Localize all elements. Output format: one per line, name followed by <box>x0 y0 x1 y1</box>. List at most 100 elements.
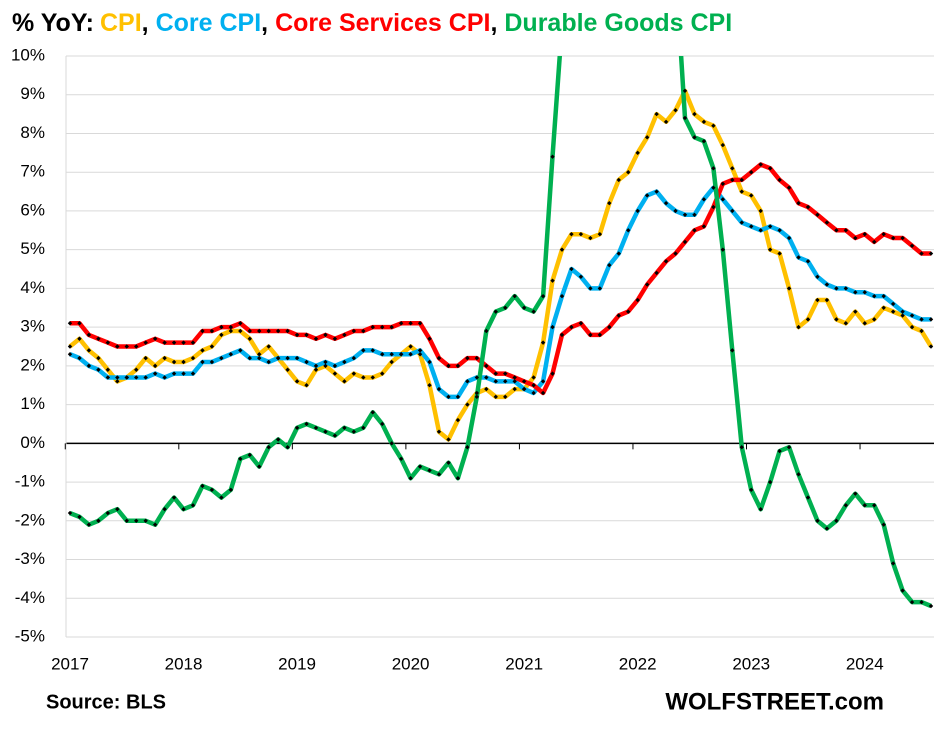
point-marker <box>417 464 423 469</box>
point-marker <box>190 355 196 361</box>
point-marker <box>389 441 394 446</box>
point-marker <box>152 363 158 369</box>
point-marker <box>361 375 366 380</box>
point-marker <box>96 355 101 361</box>
point-marker <box>455 475 461 481</box>
point-marker <box>730 177 735 183</box>
point-marker <box>446 363 451 369</box>
point-marker <box>749 487 754 493</box>
point-marker <box>550 324 555 330</box>
point-marker <box>720 181 726 187</box>
point-marker <box>313 367 319 372</box>
point-marker <box>559 247 565 252</box>
point-marker <box>730 208 735 214</box>
point-marker <box>370 375 375 380</box>
point-marker <box>758 162 763 167</box>
point-marker <box>644 193 650 198</box>
point-marker <box>115 379 120 384</box>
series-line <box>70 162 931 396</box>
point-marker <box>540 340 546 345</box>
point-marker <box>304 332 309 338</box>
point-marker <box>427 336 432 341</box>
legend-separator: , <box>490 9 497 37</box>
point-marker <box>890 301 896 307</box>
point-marker <box>777 448 782 454</box>
point-marker <box>162 375 167 380</box>
point-marker <box>380 352 385 357</box>
point-marker <box>503 394 508 400</box>
point-marker <box>361 348 366 353</box>
point-marker <box>512 386 517 392</box>
point-marker <box>890 235 896 241</box>
point-marker <box>682 239 688 245</box>
point-marker <box>361 328 366 334</box>
x-tick-label: 2022 <box>619 654 657 673</box>
point-marker <box>786 235 792 241</box>
point-marker <box>635 150 640 156</box>
point-marker <box>815 297 820 303</box>
point-marker <box>342 359 347 365</box>
point-marker <box>739 445 744 450</box>
point-marker <box>247 336 252 341</box>
point-marker <box>711 204 716 210</box>
point-marker <box>758 506 763 512</box>
point-marker <box>200 348 205 353</box>
point-marker <box>531 375 536 380</box>
grid <box>64 55 934 638</box>
y-tick-label: 8% <box>20 123 45 142</box>
point-marker <box>115 344 120 349</box>
point-marker <box>862 321 867 326</box>
point-marker <box>162 355 167 361</box>
point-marker <box>219 332 224 338</box>
point-marker <box>597 286 603 291</box>
point-marker <box>540 390 546 396</box>
point-marker <box>484 328 489 334</box>
point-marker <box>909 599 915 605</box>
point-marker <box>531 390 536 396</box>
legend-entry: Durable Goods CPI <box>504 9 732 37</box>
point-marker <box>484 375 489 380</box>
point-marker <box>550 154 555 159</box>
point-marker <box>455 394 461 400</box>
point-marker <box>200 359 205 365</box>
point-marker <box>559 293 565 299</box>
point-marker <box>361 425 366 431</box>
point-marker <box>408 475 413 481</box>
point-marker <box>238 456 243 462</box>
point-marker <box>86 332 92 338</box>
point-marker <box>408 321 413 326</box>
point-marker <box>247 355 252 361</box>
y-tick-label: -5% <box>15 626 45 645</box>
point-marker <box>739 189 744 194</box>
point-marker <box>162 506 167 512</box>
point-marker <box>824 526 830 531</box>
point-marker <box>257 464 262 469</box>
point-marker <box>484 363 489 369</box>
point-marker <box>171 340 177 345</box>
point-marker <box>701 197 707 202</box>
point-marker <box>332 363 338 369</box>
legend-separator: , <box>142 9 149 37</box>
point-marker <box>332 371 338 376</box>
point-marker <box>928 317 934 322</box>
point-marker <box>531 309 536 314</box>
point-marker <box>597 231 603 237</box>
point-marker <box>805 495 811 500</box>
point-marker <box>266 445 271 450</box>
point-marker <box>862 503 867 508</box>
legend-entry: Core CPI <box>156 9 262 37</box>
point-marker <box>152 371 158 376</box>
point-marker <box>380 324 385 330</box>
point-marker <box>134 518 139 523</box>
y-tick-label: 1% <box>20 394 45 413</box>
point-marker <box>294 379 300 384</box>
point-marker <box>484 386 489 392</box>
point-marker <box>427 468 432 473</box>
point-marker <box>815 212 820 218</box>
point-marker <box>77 514 82 520</box>
y-tick-label: -1% <box>15 472 45 491</box>
point-marker <box>238 348 243 353</box>
point-marker <box>171 359 177 365</box>
point-marker <box>181 340 186 345</box>
point-marker <box>86 522 92 527</box>
